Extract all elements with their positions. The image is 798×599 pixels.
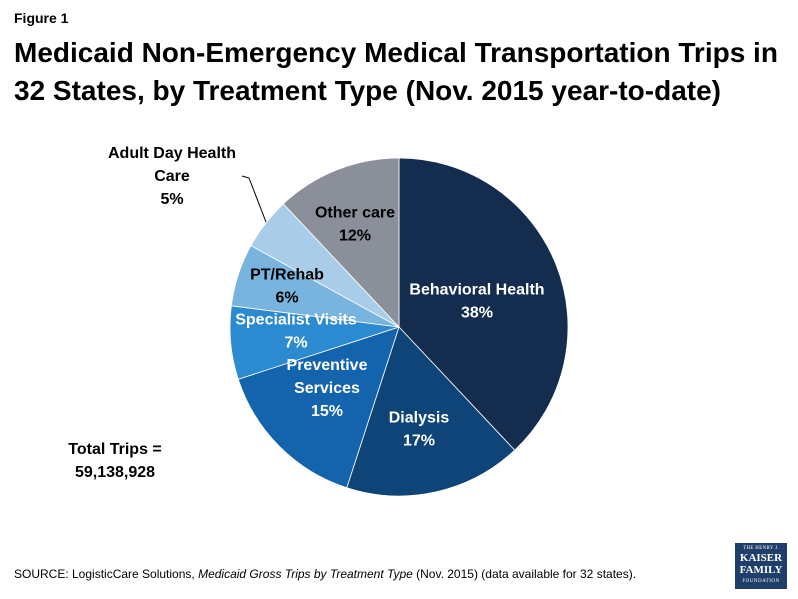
slice-label-2: Preventive Services 15% xyxy=(287,357,368,420)
slice-label-3: Specialist Visits 7% xyxy=(235,312,357,352)
kff-logo: THE HENRY J. KAISER FAMILY FOUNDATION xyxy=(735,543,787,589)
slice-name-2: Preventive xyxy=(287,357,368,374)
total-trips-value: 59,138,928 xyxy=(74,464,156,481)
slice-value-5: 5% xyxy=(160,191,183,208)
pie-slice-1 xyxy=(346,326,516,497)
source-prefix: SOURCE: LogisticCare Solutions, xyxy=(14,567,199,581)
slice-value-0: 38% xyxy=(461,305,493,322)
source-suffix: (Nov. 2015) (data available for 32 state… xyxy=(412,567,637,581)
slice-label-4: PT/Rehab 6% xyxy=(250,267,324,307)
slice-label-5: Adult Day Health Care 5% xyxy=(108,145,236,208)
pie-slice-6 xyxy=(282,157,400,329)
slice-name-0: Behavioral Health xyxy=(409,282,544,299)
slice-label-0: Behavioral Health 38% xyxy=(409,282,544,322)
total-trips: Total Trips = 59,138,928 xyxy=(60,438,170,484)
slice-name-5: Care xyxy=(154,168,190,185)
chart-title-line-1: Medicaid Non-Emergency Medical Transport… xyxy=(14,37,778,68)
logo-line-1: THE HENRY J. xyxy=(743,546,779,551)
slice-name-5: Adult Day Health xyxy=(108,145,236,162)
slice-value-1: 17% xyxy=(403,433,435,450)
pie-slice-0 xyxy=(398,157,569,451)
source-note: SOURCE: LogisticCare Solutions, Medicaid… xyxy=(14,567,636,581)
chart-title-line-2: 32 States, by Treatment Type (Nov. 2015 … xyxy=(14,75,721,106)
slice-value-6: 12% xyxy=(339,228,371,245)
slice-label-1: Dialysis 17% xyxy=(389,410,450,450)
logo-line-3: FAMILY xyxy=(739,564,783,576)
source-title: Medicaid Gross Trips by Treatment Type xyxy=(198,567,413,581)
leader-line-adult-day-health xyxy=(241,175,267,223)
logo-line-2: KAISER xyxy=(739,552,783,564)
slice-name-6: Other care xyxy=(315,205,395,222)
slice-name-4: PT/Rehab xyxy=(250,267,324,284)
pie-slice-2 xyxy=(237,326,400,489)
slice-name-2: Services xyxy=(294,380,360,397)
logo-line-4: FOUNDATION xyxy=(742,579,780,584)
chart-title: Medicaid Non-Emergency Medical Transport… xyxy=(14,34,784,110)
slice-name-1: Dialysis xyxy=(389,410,450,427)
figure-label: Figure 1 xyxy=(14,10,69,26)
slice-value-2: 15% xyxy=(311,403,343,420)
slice-label-6: Other care 12% xyxy=(315,205,395,245)
slice-value-3: 7% xyxy=(284,335,307,352)
total-trips-label: Total Trips = xyxy=(68,441,162,458)
slice-value-4: 6% xyxy=(275,290,298,307)
slice-name-3: Specialist Visits xyxy=(235,312,357,329)
